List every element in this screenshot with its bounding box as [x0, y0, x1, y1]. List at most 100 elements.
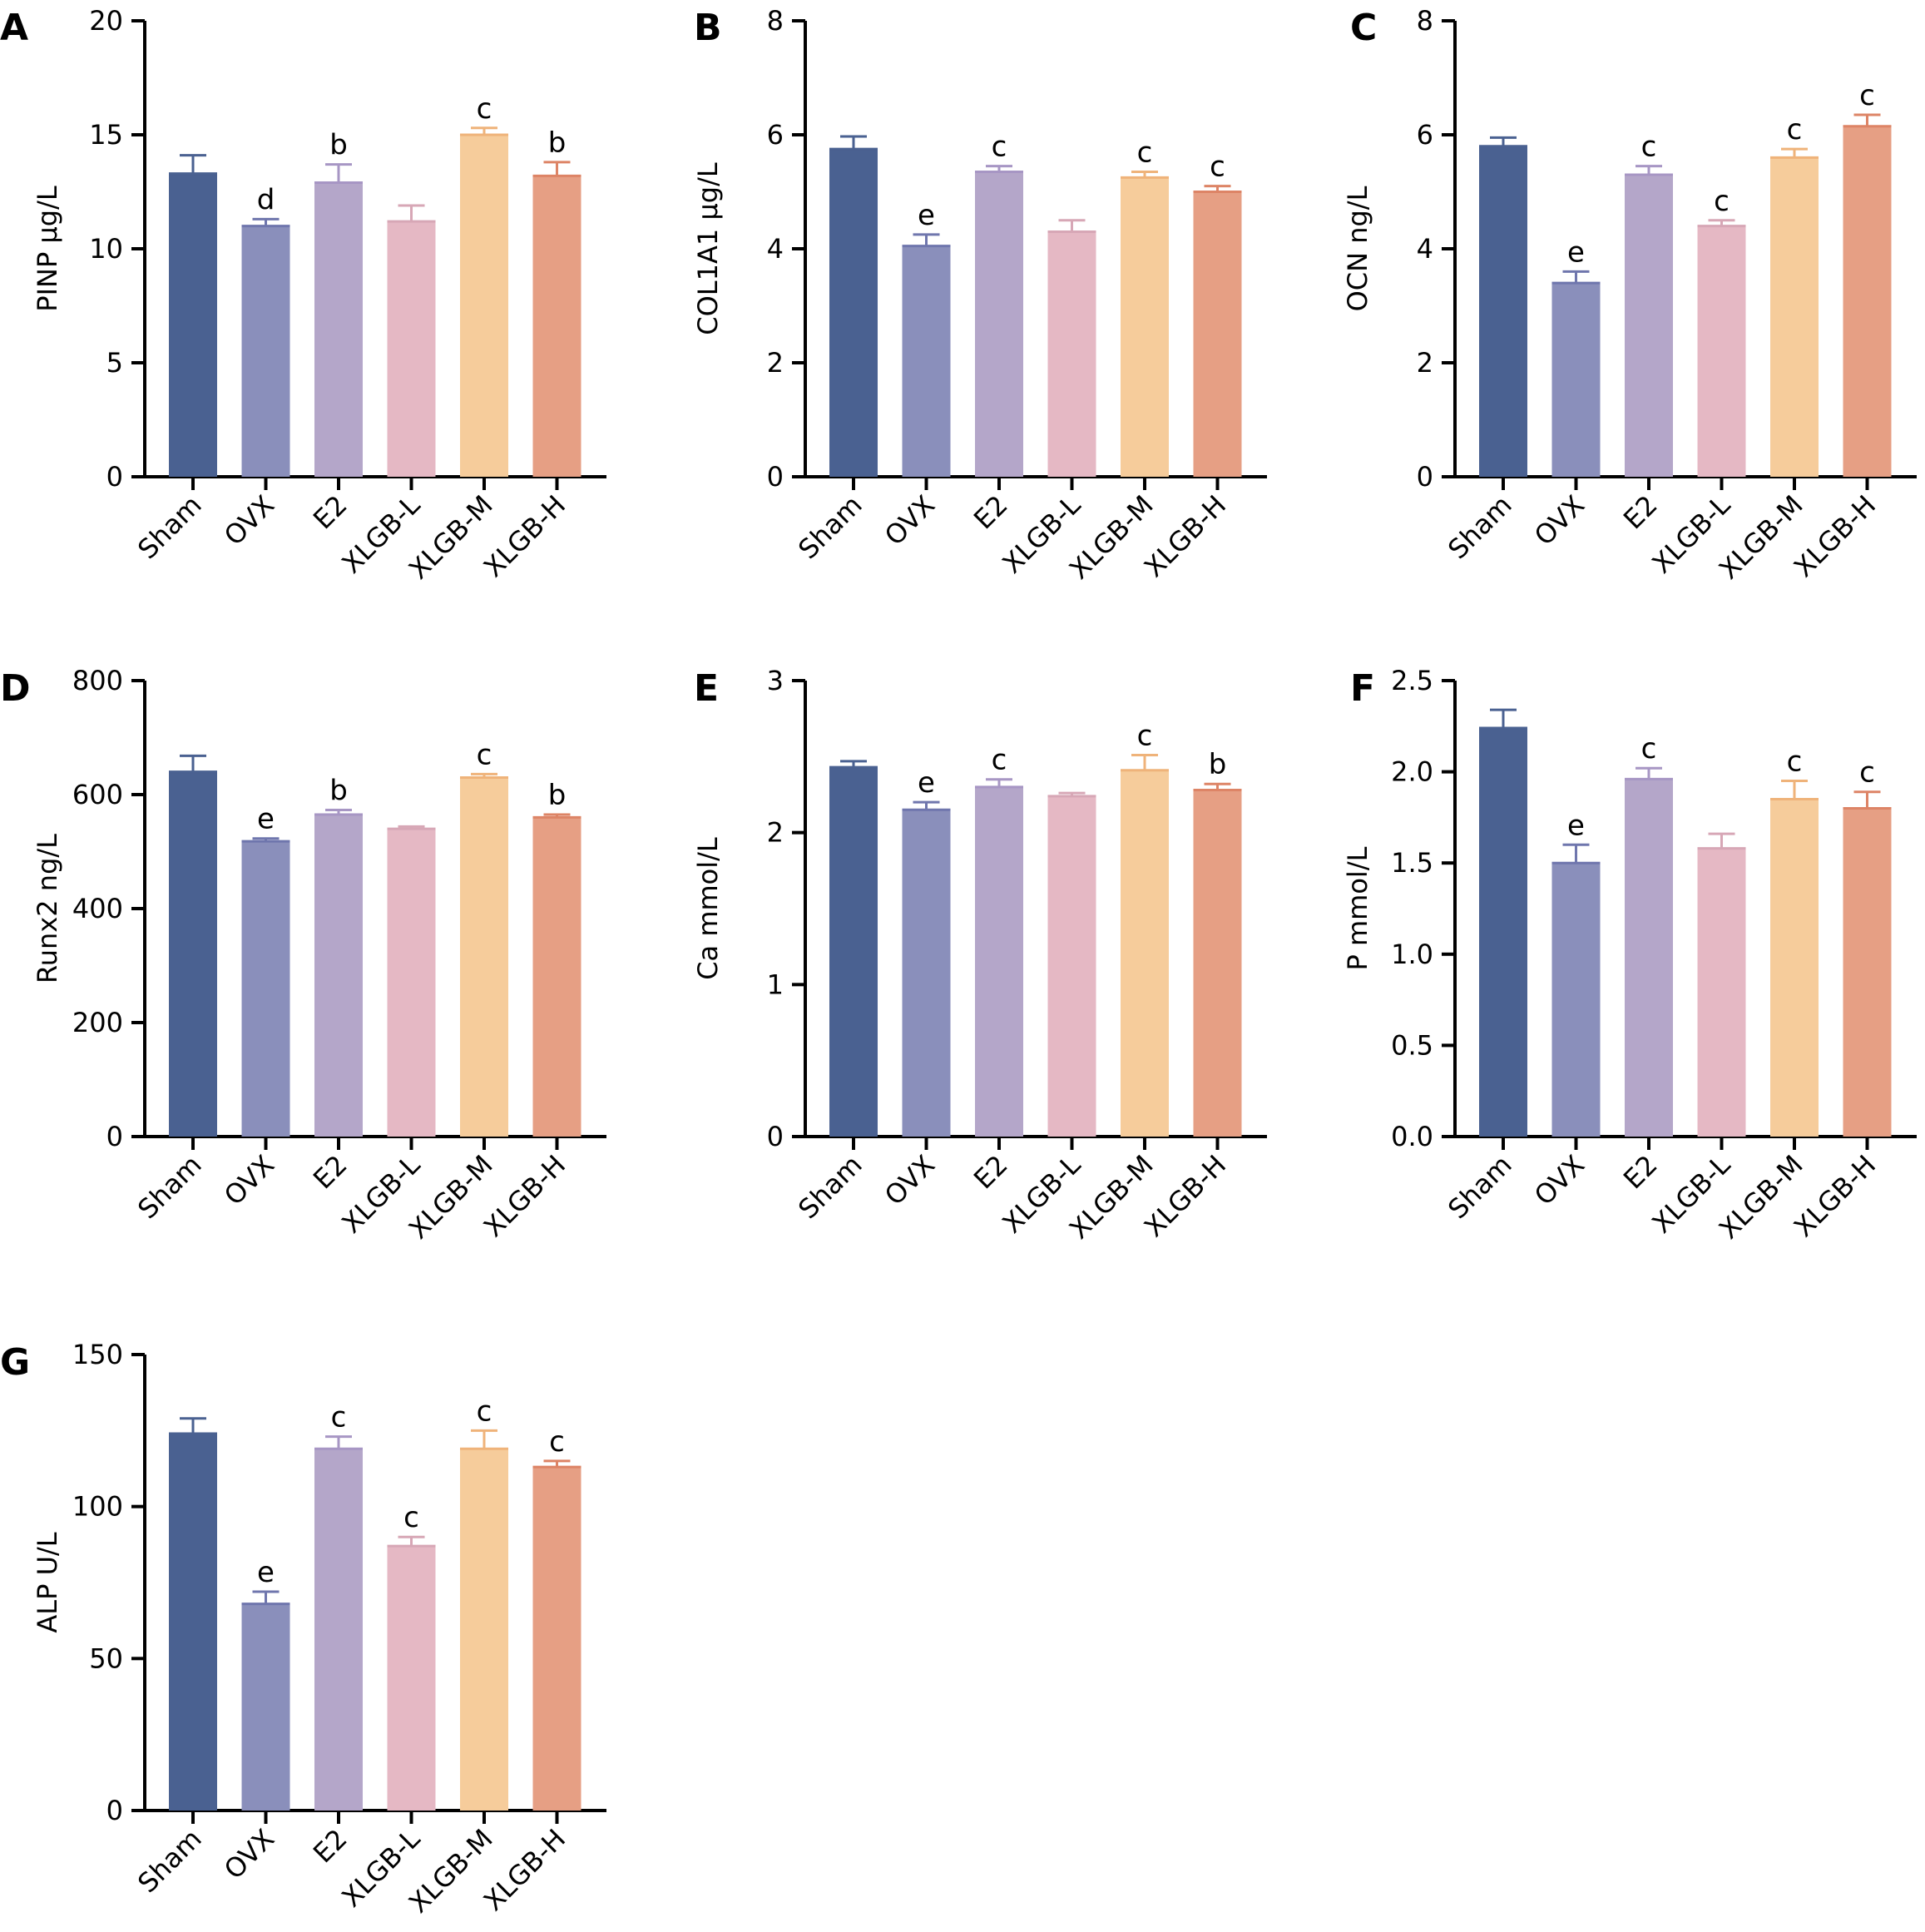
significance-label: c	[1641, 131, 1657, 164]
bar-sham	[829, 149, 878, 477]
y-tick-label: 0.5	[1391, 1029, 1433, 1061]
x-tick-label: OVX	[218, 489, 280, 552]
significance-label: c	[403, 1501, 419, 1534]
x-tick-label: E2	[967, 489, 1014, 536]
bar-ovx	[902, 810, 951, 1137]
bar-sham	[829, 767, 878, 1137]
x-tick-label: XLGB-H	[478, 1823, 572, 1917]
y-tick-label: 2.0	[1391, 756, 1433, 788]
y-tick-label: 150	[72, 1339, 123, 1370]
significance-label: c	[1787, 746, 1803, 779]
bar-xlgb-l	[1697, 848, 1746, 1137]
x-tick-label: Sham	[1442, 489, 1517, 565]
y-tick-label: 4	[767, 233, 784, 265]
x-tick-label: OVX	[218, 1823, 280, 1885]
y-tick-label: 3	[767, 665, 784, 696]
significance-label: c	[1137, 720, 1153, 753]
bar-sham	[1479, 146, 1527, 477]
x-tick-label: E2	[307, 1149, 354, 1196]
significance-label: c	[477, 92, 492, 126]
bar-xlgb-l	[387, 221, 436, 477]
y-tick-label: 0	[767, 1121, 784, 1152]
significance-label: e	[257, 803, 275, 836]
bar-ovx	[1551, 283, 1601, 477]
significance-label: c	[992, 131, 1007, 164]
x-tick-label: XLGB-H	[478, 1149, 572, 1243]
y-axis-title: PINP μg/L	[32, 186, 63, 312]
y-tick-label: 0	[106, 1795, 123, 1826]
bar-xlgb-m	[460, 135, 508, 477]
x-tick-label: OVX	[1528, 1149, 1591, 1211]
y-axis-title: OCN ng/L	[1342, 186, 1373, 311]
significance-label: c	[331, 1401, 347, 1434]
bar-xlgb-l	[1697, 225, 1746, 477]
significance-label: e	[918, 766, 935, 800]
x-tick-label: E2	[1617, 489, 1664, 536]
significance-label: c	[1210, 151, 1225, 184]
y-tick-label: 8	[767, 5, 784, 37]
x-tick-label: OVX	[1528, 489, 1591, 552]
bar-xlgb-h	[1193, 191, 1242, 477]
bar-xlgb-l	[1047, 795, 1096, 1137]
significance-label: c	[1859, 79, 1875, 112]
bar-xlgb-m	[460, 777, 508, 1137]
x-tick-label: OVX	[878, 489, 941, 552]
x-tick-label: Sham	[1442, 1149, 1517, 1225]
bar-e2	[1625, 174, 1673, 477]
x-tick-label: XLGB-H	[1788, 1149, 1882, 1243]
significance-label: c	[1787, 113, 1803, 146]
y-tick-label: 0.0	[1391, 1121, 1433, 1152]
x-tick-label: Sham	[131, 1149, 207, 1225]
significance-label: b	[1209, 748, 1227, 781]
chart-panel-f: F 0.0 0.5 1.0 1.5 2.0 2.5 P mmol/L Sham e OVX c E2 XL…	[1342, 665, 1917, 1246]
significance-label: b	[329, 129, 348, 162]
y-tick-label: 800	[72, 665, 123, 696]
y-tick-label: 8	[1417, 5, 1433, 37]
bar-ovx	[902, 245, 951, 477]
significance-label: c	[992, 744, 1007, 777]
y-tick-label: 2	[1417, 347, 1433, 379]
y-tick-label: 4	[1417, 233, 1433, 265]
y-tick-label: 2.5	[1391, 665, 1433, 696]
y-tick-label: 100	[72, 1491, 123, 1523]
panel-letter: F	[1350, 667, 1375, 710]
x-tick-label: Sham	[792, 1149, 868, 1225]
x-tick-label: XLGB-H	[478, 489, 572, 583]
bar-e2	[314, 814, 363, 1137]
bar-xlgb-m	[1121, 177, 1169, 477]
significance-label: c	[1641, 732, 1657, 765]
y-axis-title: Runx2 ng/L	[32, 834, 63, 983]
bar-xlgb-l	[387, 1546, 436, 1811]
y-axis-title: P mmol/L	[1342, 846, 1373, 970]
bar-xlgb-m	[1770, 799, 1819, 1137]
significance-label: c	[477, 738, 492, 771]
bar-ovx	[241, 1603, 290, 1811]
y-tick-label: 0	[767, 461, 784, 493]
bar-xlgb-l	[1047, 231, 1096, 477]
significance-label: e	[1567, 809, 1585, 842]
x-tick-label: E2	[967, 1149, 1014, 1196]
bar-xlgb-h	[1843, 126, 1892, 477]
x-tick-label: OVX	[218, 1149, 280, 1211]
bar-xlgb-h	[532, 1467, 581, 1811]
significance-label: c	[477, 1395, 492, 1428]
y-tick-label: 5	[106, 347, 123, 379]
y-axis-title: COL1A1 μg/L	[692, 162, 724, 335]
bar-xlgb-m	[1770, 157, 1819, 477]
x-tick-label: E2	[307, 1823, 354, 1870]
bar-e2	[314, 1449, 363, 1811]
x-tick-label: XLGB-H	[1788, 489, 1882, 583]
panel-letter: G	[0, 1341, 30, 1384]
bar-xlgb-m	[1121, 770, 1169, 1137]
x-tick-label: Sham	[792, 489, 868, 565]
panel-letter: A	[0, 7, 28, 49]
significance-label: c	[549, 1425, 565, 1459]
y-tick-label: 50	[89, 1642, 123, 1674]
bar-ovx	[241, 841, 290, 1137]
panel-letter: C	[1350, 7, 1377, 49]
bar-xlgb-h	[1193, 790, 1242, 1137]
